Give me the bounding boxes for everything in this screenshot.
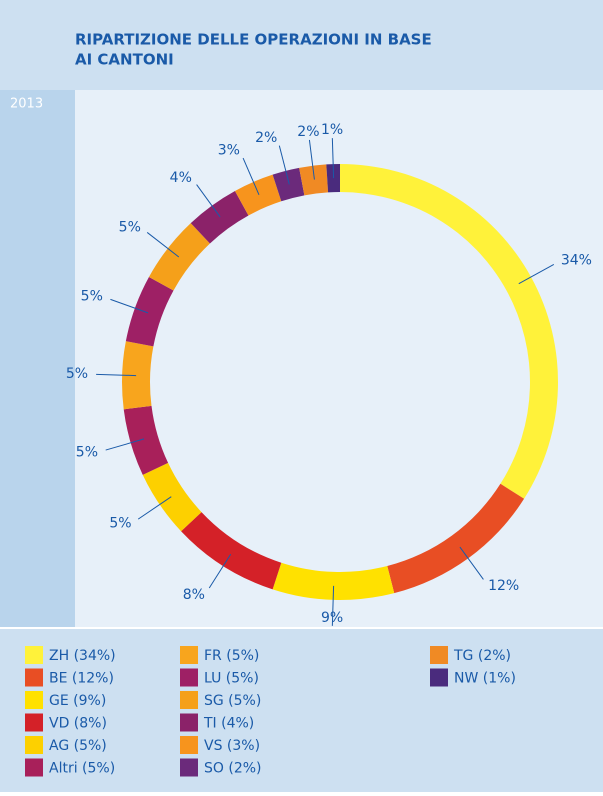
legend-swatch [430, 668, 448, 687]
legend-label: GE (9%) [49, 693, 106, 709]
leader-line [308, 139, 315, 180]
legend-label: TI (4%) [203, 716, 254, 732]
data-label: 34% [561, 253, 592, 269]
data-label: 4% [170, 170, 192, 186]
legend-swatch [25, 758, 43, 777]
donut-segment [340, 164, 558, 499]
data-label: 5% [76, 444, 98, 460]
data-label: 2% [297, 124, 319, 140]
leader-line [96, 373, 137, 377]
legend-label: BE (12%) [49, 671, 114, 687]
data-label: 5% [119, 220, 141, 236]
leader-line [278, 145, 290, 185]
leader-line [105, 438, 145, 451]
legend-swatch [25, 691, 43, 709]
data-label: 9% [321, 610, 343, 626]
leader-line [518, 264, 555, 285]
data-label: 1% [321, 122, 343, 138]
data-label: 5% [66, 366, 88, 382]
chart-title: RIPARTIZIONE DELLE OPERAZIONI IN BASE [75, 31, 432, 49]
legend-label: LU (5%) [204, 671, 259, 687]
legend-swatch [25, 668, 43, 687]
leader-line [208, 553, 232, 589]
legend-label: FR (5%) [204, 648, 259, 664]
data-label: 5% [109, 516, 131, 532]
donut-segment [122, 341, 154, 410]
donut-segment [387, 483, 525, 594]
legend-swatch [180, 736, 198, 754]
donut-segment [326, 164, 340, 193]
legend-swatch [180, 691, 198, 709]
donut-segment [299, 164, 329, 196]
legend-swatch [180, 713, 198, 732]
legend-label: VD (8%) [49, 716, 107, 732]
leader-line [196, 184, 221, 218]
data-label: 12% [488, 578, 519, 594]
legend-label: TG (2%) [453, 648, 511, 664]
left-strip [0, 90, 75, 628]
legend-label: NW (1%) [454, 671, 516, 687]
leader-line [331, 585, 335, 626]
year-label: 2013 [10, 97, 43, 112]
data-label: 3% [218, 143, 240, 159]
data-label: 5% [81, 289, 103, 305]
legend-swatch [430, 646, 448, 664]
legend-label: AG (5%) [49, 738, 107, 754]
leader-line [242, 157, 260, 195]
leader-line [146, 232, 180, 258]
legend-swatch [180, 668, 198, 687]
legend-swatch [25, 646, 43, 664]
donut-segment [125, 276, 174, 347]
data-label: 2% [255, 130, 277, 146]
donut-segment [142, 462, 202, 532]
legend-label: Altri (5%) [49, 761, 115, 777]
donut-segment [272, 562, 395, 600]
legend-label: ZH (34%) [49, 648, 116, 664]
legend-label: VS (3%) [204, 738, 260, 754]
leader-line [331, 138, 335, 179]
legend-label: SG (5%) [204, 693, 261, 709]
legend-swatch [25, 736, 43, 754]
legend-swatch [180, 646, 198, 664]
leader-line [110, 298, 149, 314]
donut-segment [148, 223, 210, 291]
donut-segment [181, 512, 282, 590]
legend-label: SO (2%) [204, 761, 262, 777]
donut-segment [190, 190, 249, 244]
legend-swatch [180, 758, 198, 777]
donut-segment [123, 405, 169, 475]
donut-segment [234, 174, 282, 216]
leader-line [459, 546, 484, 580]
legend-swatch [25, 713, 43, 732]
donut-segment [272, 167, 305, 202]
data-label: 8% [183, 587, 205, 603]
chart-title: AI CANTONI [75, 51, 174, 69]
leader-line [137, 496, 172, 520]
